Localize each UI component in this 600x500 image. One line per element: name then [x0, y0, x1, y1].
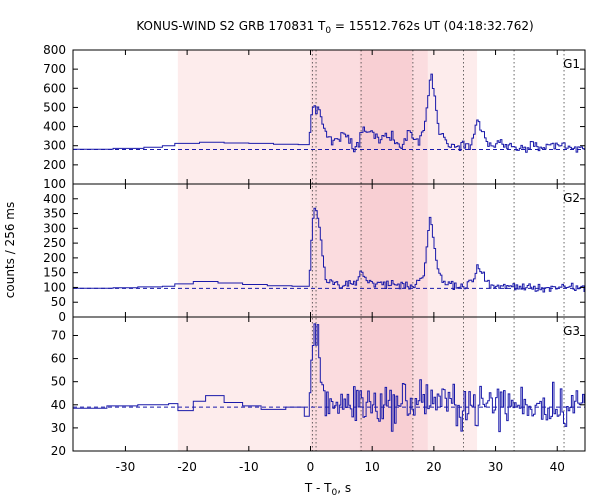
x-tick-label: -20: [177, 460, 197, 474]
y-tick-label-G2: 350: [43, 207, 66, 221]
light-curve-G1: [73, 73, 585, 153]
y-tick-label-G3: 70: [51, 328, 66, 342]
y-tick-label-G3: 20: [51, 444, 66, 458]
x-tick-label: -30: [116, 460, 136, 474]
chart-title-main: KONUS-WIND S2 GRB 170831 T: [136, 19, 326, 33]
x-axis-label: T - T0, s: [304, 481, 351, 498]
x-axis-label-sub: 0: [332, 488, 338, 498]
x-tick-label: -10: [239, 460, 259, 474]
y-tick-label-G1: 200: [43, 158, 66, 172]
y-tick-label-G2: 50: [51, 295, 66, 309]
interval-markers: [311, 50, 565, 451]
y-tick-label-G1: 700: [43, 62, 66, 76]
light-curve-G2: [73, 207, 585, 293]
y-tick-label-G1: 600: [43, 81, 66, 95]
chart-title-sub: 0: [325, 26, 331, 36]
light-curves: [73, 73, 585, 433]
x-tick-label: 0: [307, 460, 315, 474]
y-tick-label-G2: 150: [43, 266, 66, 280]
y-tick-label-G2: 250: [43, 236, 66, 250]
y-tick-label-G1: 800: [43, 43, 66, 57]
panel-label-G2: G2: [563, 191, 580, 205]
y-tick-label-G1: 100: [43, 177, 66, 191]
y-axis-label: counts / 256 ms: [3, 202, 17, 298]
y-tick-label-G3: 50: [51, 375, 66, 389]
y-tick-label-G3: 60: [51, 352, 66, 366]
y-tick-label-G1: 400: [43, 120, 66, 134]
y-tick-label-G2: 0: [58, 310, 66, 324]
x-tick-label: 20: [426, 460, 441, 474]
y-tick-label-G2: 200: [43, 251, 66, 265]
light-curve-G3: [73, 323, 585, 433]
panel-label-G3: G3: [563, 324, 580, 338]
x-tick-label: 10: [365, 460, 380, 474]
y-tick-label-G2: 100: [43, 280, 66, 294]
x-axis-label-rest: , s: [337, 481, 351, 495]
chart-title: KONUS-WIND S2 GRB 170831 T0 = 15512.762s…: [136, 19, 533, 36]
y-tick-label-G2: 300: [43, 221, 66, 235]
panel-frame-G3: [72, 316, 586, 452]
x-tick-label: 40: [550, 460, 565, 474]
y-tick-label-G3: 30: [51, 421, 66, 435]
axes: 100200300400500600700800G105010015020025…: [43, 43, 586, 474]
shaded-intervals: [177, 50, 478, 451]
y-tick-label-G1: 300: [43, 139, 66, 153]
y-tick-label-G2: 400: [43, 192, 66, 206]
y-tick-label-G3: 40: [51, 398, 66, 412]
x-tick-label: 30: [488, 460, 503, 474]
panel-label-G1: G1: [563, 57, 580, 71]
x-axis-label-main: T - T: [304, 481, 332, 495]
y-tick-label-G1: 500: [43, 100, 66, 114]
chart-title-rest: = 15512.762s UT (04:18:32.762): [331, 19, 534, 33]
